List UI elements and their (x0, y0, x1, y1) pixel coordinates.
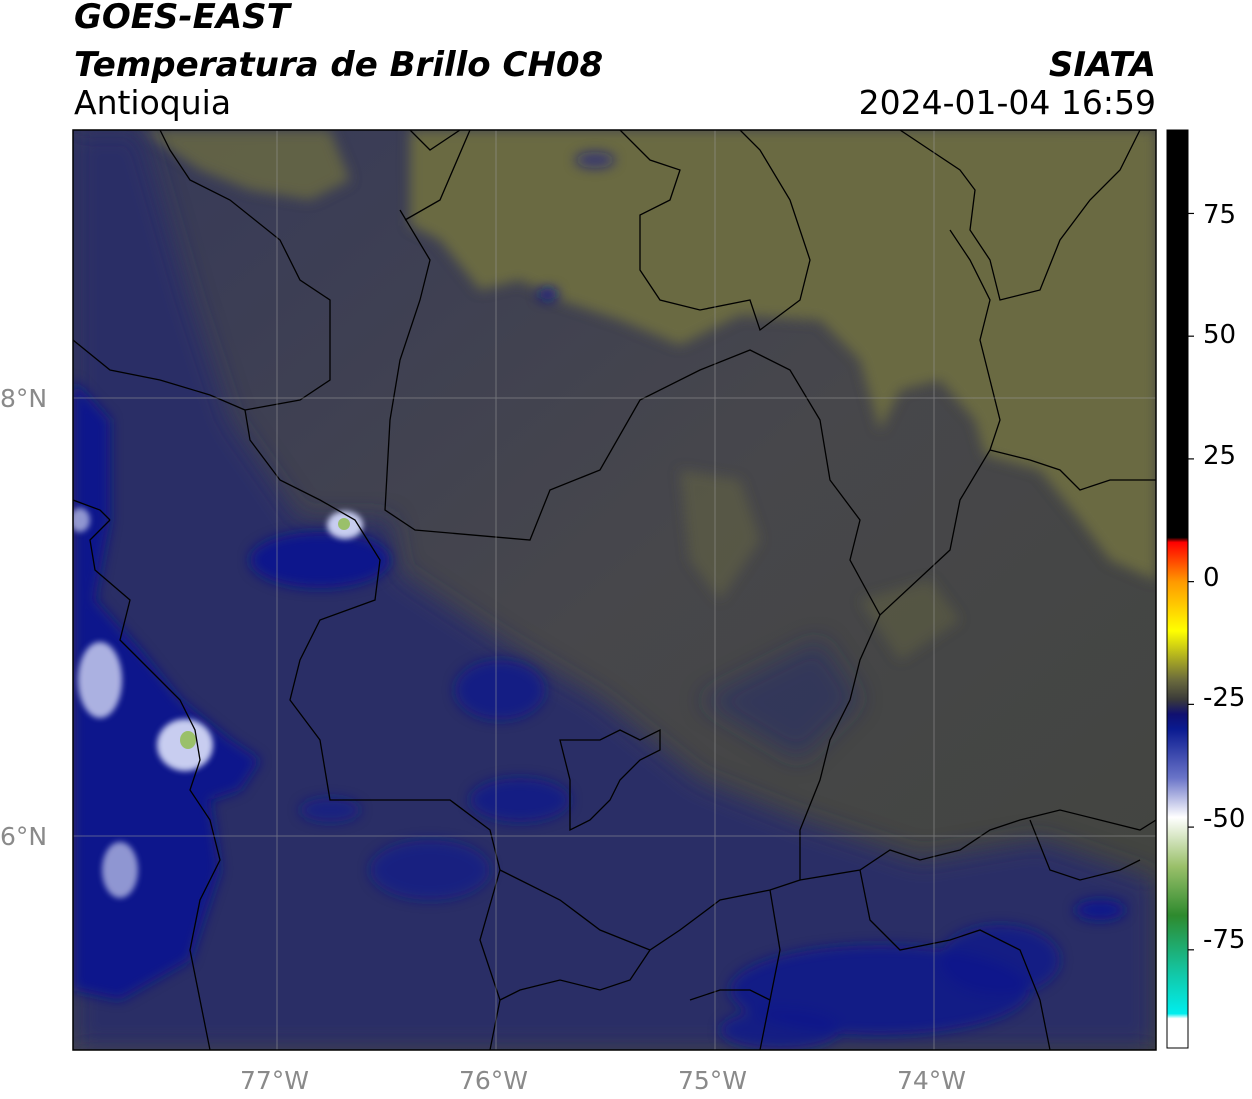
coldest-tops (180, 518, 350, 749)
colorbar-tick-25: 25 (1203, 441, 1237, 471)
lon-tick-76w: 76°W (459, 1066, 529, 1095)
satellite-title: GOES-EAST (74, 0, 290, 37)
boundaries (73, 130, 1156, 1050)
colorbar-tick-0: 0 (1203, 563, 1220, 593)
lon-tick-77w: 77°W (240, 1066, 310, 1095)
datetime-label: 2024-01-04 16:59 (858, 83, 1156, 122)
warm-haze-region (140, 130, 1156, 660)
colorbar-tick-neg50: -50 (1203, 804, 1246, 834)
map-field (73, 130, 1156, 1050)
very-cold-tops (73, 508, 363, 898)
colorbar-tick-75: 75 (1203, 200, 1237, 230)
colorbar-tick-neg75: -75 (1203, 925, 1246, 955)
colorbar (1166, 129, 1194, 1049)
lat-tick-6n: 6°N (0, 822, 48, 851)
map-frame (72, 129, 1157, 1051)
agency-label: SIATA (1048, 45, 1156, 85)
colorbar-fill (1166, 129, 1189, 1049)
region-subtitle: Antioquia (74, 83, 232, 122)
gridlines (73, 130, 1156, 1050)
lat-tick-8n: 8°N (0, 384, 48, 413)
colorbar-tick-50: 50 (1203, 320, 1237, 350)
colorbar-tick-neg25: -25 (1203, 683, 1246, 713)
lon-tick-75w: 75°W (678, 1066, 748, 1095)
lon-tick-74w: 74°W (897, 1066, 967, 1095)
product-title: Temperatura de Brillo CH08 (74, 45, 604, 85)
